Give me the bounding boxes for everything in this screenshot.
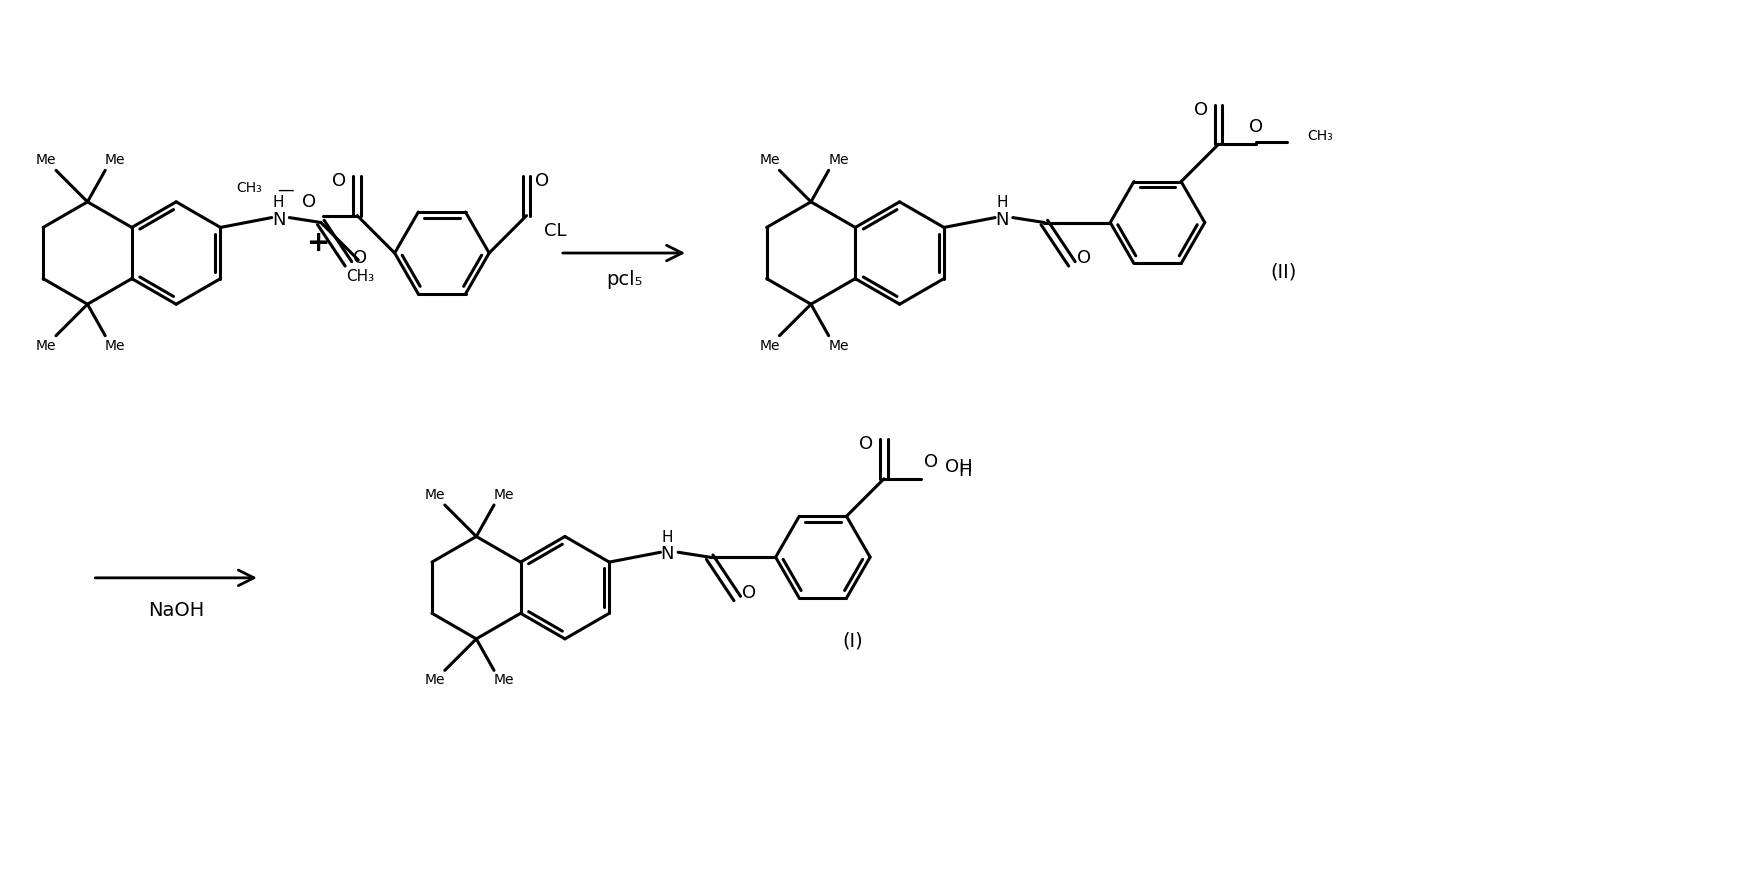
Text: pcl₅: pcl₅: [606, 270, 642, 289]
Text: +: +: [308, 229, 331, 258]
Text: Me: Me: [760, 339, 780, 352]
Text: Me: Me: [760, 153, 780, 167]
Text: O: O: [354, 249, 367, 267]
Text: O: O: [742, 583, 756, 602]
Text: H: H: [996, 196, 1008, 211]
Text: Me: Me: [37, 153, 56, 167]
Text: Me: Me: [425, 673, 444, 688]
Text: CH₃: CH₃: [236, 181, 262, 195]
Text: Me: Me: [828, 339, 849, 352]
Text: N: N: [271, 211, 285, 228]
Text: H: H: [662, 530, 674, 545]
Text: Me: Me: [493, 673, 514, 688]
Text: O: O: [1194, 101, 1207, 119]
Text: N: N: [660, 545, 674, 563]
Text: O: O: [1076, 249, 1090, 267]
Text: O: O: [1250, 119, 1264, 136]
Text: NaOH: NaOH: [149, 601, 205, 620]
Text: O: O: [536, 173, 550, 190]
Text: (I): (I): [842, 631, 863, 650]
Text: CH₃: CH₃: [1307, 129, 1334, 143]
Text: CH₃: CH₃: [346, 269, 374, 284]
Text: Me: Me: [828, 153, 849, 167]
Text: O: O: [859, 435, 873, 453]
Text: (II): (II): [1270, 262, 1297, 281]
Text: Me: Me: [493, 489, 514, 502]
Text: OH: OH: [945, 458, 973, 476]
Text: Me: Me: [425, 489, 444, 502]
Text: O: O: [924, 453, 938, 471]
Text: —: —: [276, 181, 294, 199]
Text: H: H: [273, 196, 284, 211]
Text: N: N: [996, 211, 1008, 228]
Text: Me: Me: [105, 339, 126, 352]
Text: Me: Me: [105, 153, 126, 167]
Text: CL: CL: [544, 222, 567, 241]
Text: O: O: [332, 173, 346, 190]
Text: O: O: [303, 193, 317, 211]
Text: H: H: [959, 462, 973, 480]
Text: Me: Me: [37, 339, 56, 352]
